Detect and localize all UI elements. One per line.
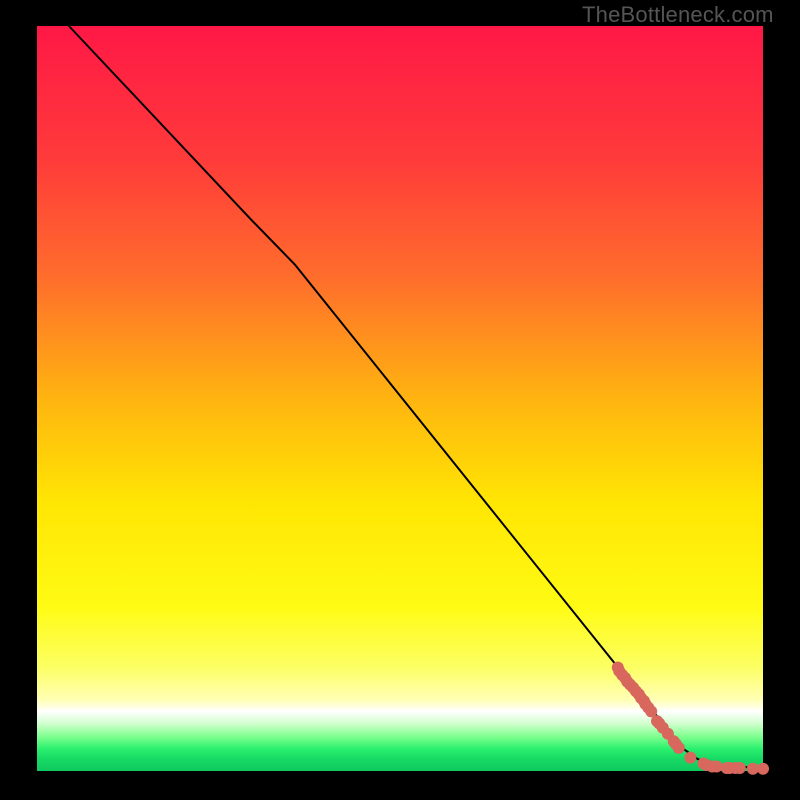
chart-stage: TheBottleneck.com (0, 0, 800, 800)
data-marker (711, 761, 723, 773)
data-marker (757, 763, 769, 775)
data-marker (734, 762, 746, 774)
data-marker (673, 742, 685, 754)
gradient-plot-area (37, 26, 763, 771)
chart-svg (0, 0, 800, 800)
data-marker (684, 752, 696, 764)
attribution-label: TheBottleneck.com (582, 2, 774, 28)
